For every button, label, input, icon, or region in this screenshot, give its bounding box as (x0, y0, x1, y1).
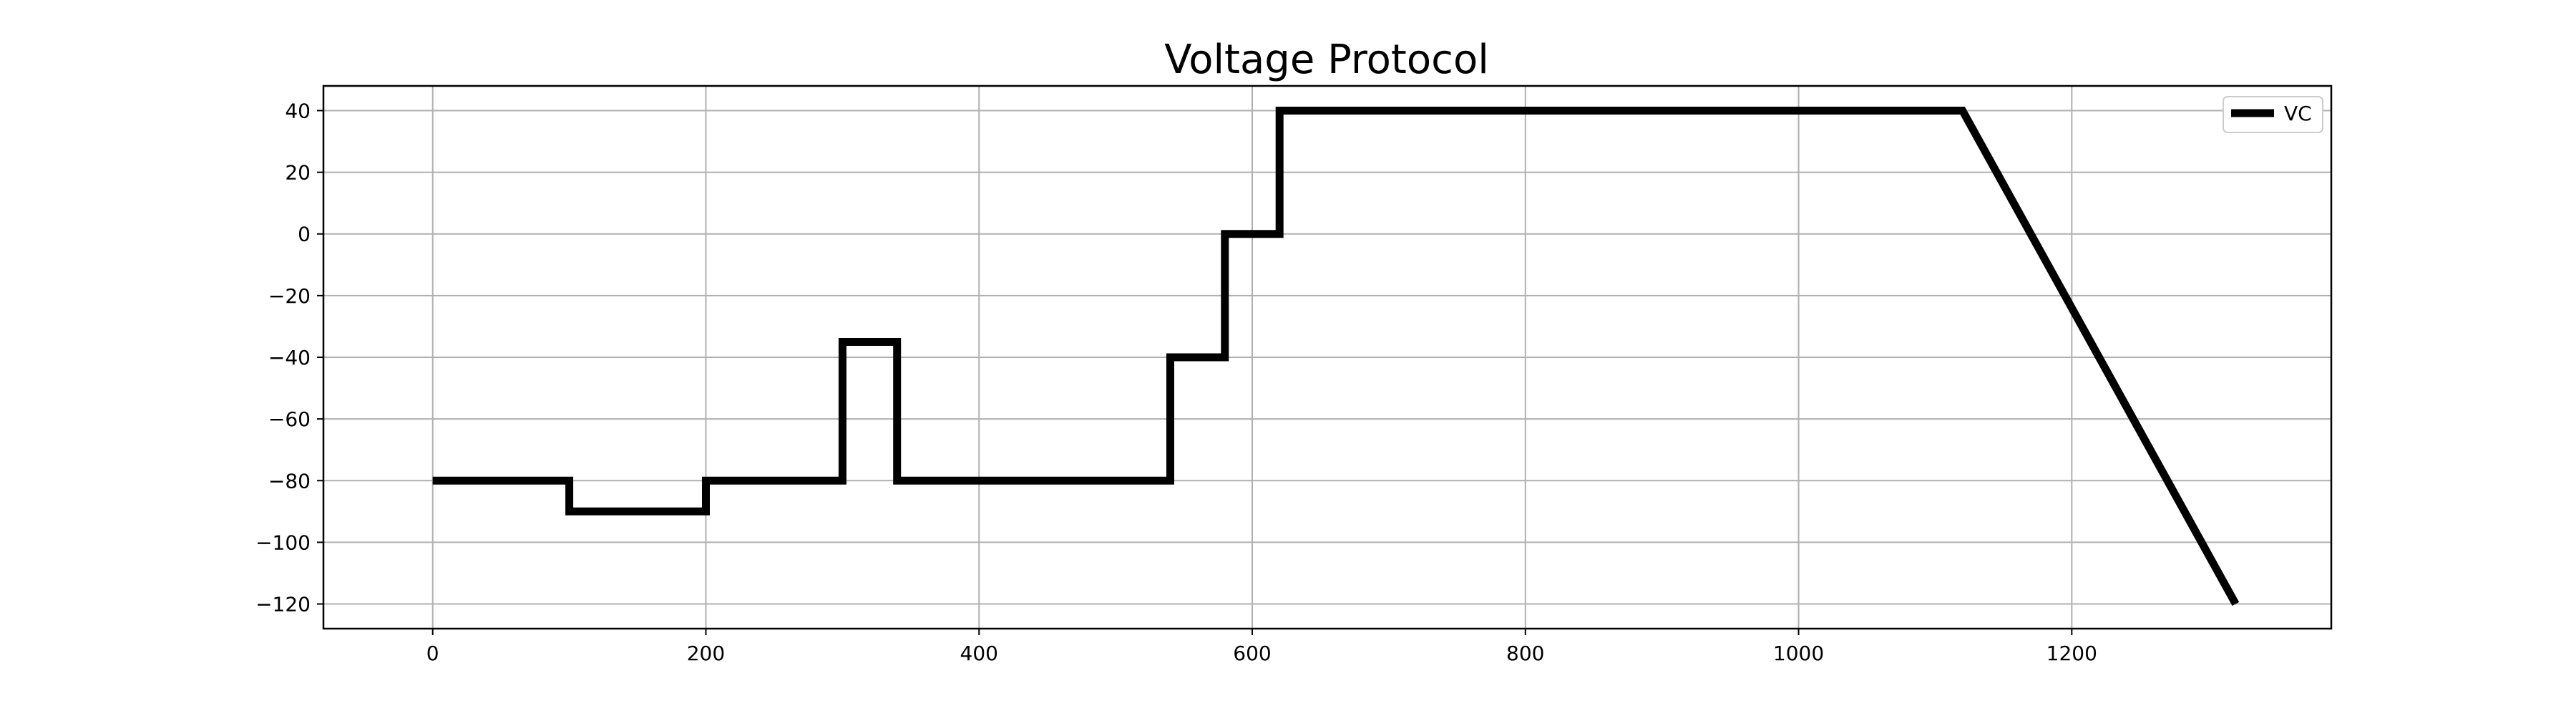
x-tick-label: 200 (687, 642, 725, 665)
legend: VC (2223, 96, 2323, 133)
x-tick-label: 0 (426, 642, 439, 665)
y-tick-label: 40 (285, 99, 311, 122)
y-tick-label: −20 (268, 284, 311, 308)
y-tick-label: −120 (255, 593, 311, 616)
y-tick-label: −60 (268, 407, 311, 431)
chart-title: Voltage Protocol (1164, 37, 1489, 83)
x-tick-label: 1000 (1773, 642, 1824, 665)
y-tick-label: −80 (268, 469, 311, 493)
y-tick-label: −40 (268, 346, 311, 369)
legend-label-vc: VC (2284, 102, 2312, 125)
x-tick-label: 600 (1233, 642, 1271, 665)
x-tick-label: 800 (1506, 642, 1544, 665)
x-tick-label: 1200 (2046, 642, 2097, 665)
y-tick-label: 0 (298, 223, 311, 246)
x-tick-label: 400 (960, 642, 998, 665)
series-layer (432, 107, 2240, 606)
y-tick-label: −100 (255, 531, 311, 554)
series-line-vc (432, 107, 2240, 606)
ticks: 0 200 400 600 800 1000 120040200−20−40−60−80−1… (255, 99, 2097, 665)
grid (323, 86, 2331, 629)
y-tick-label: 20 (285, 161, 311, 185)
